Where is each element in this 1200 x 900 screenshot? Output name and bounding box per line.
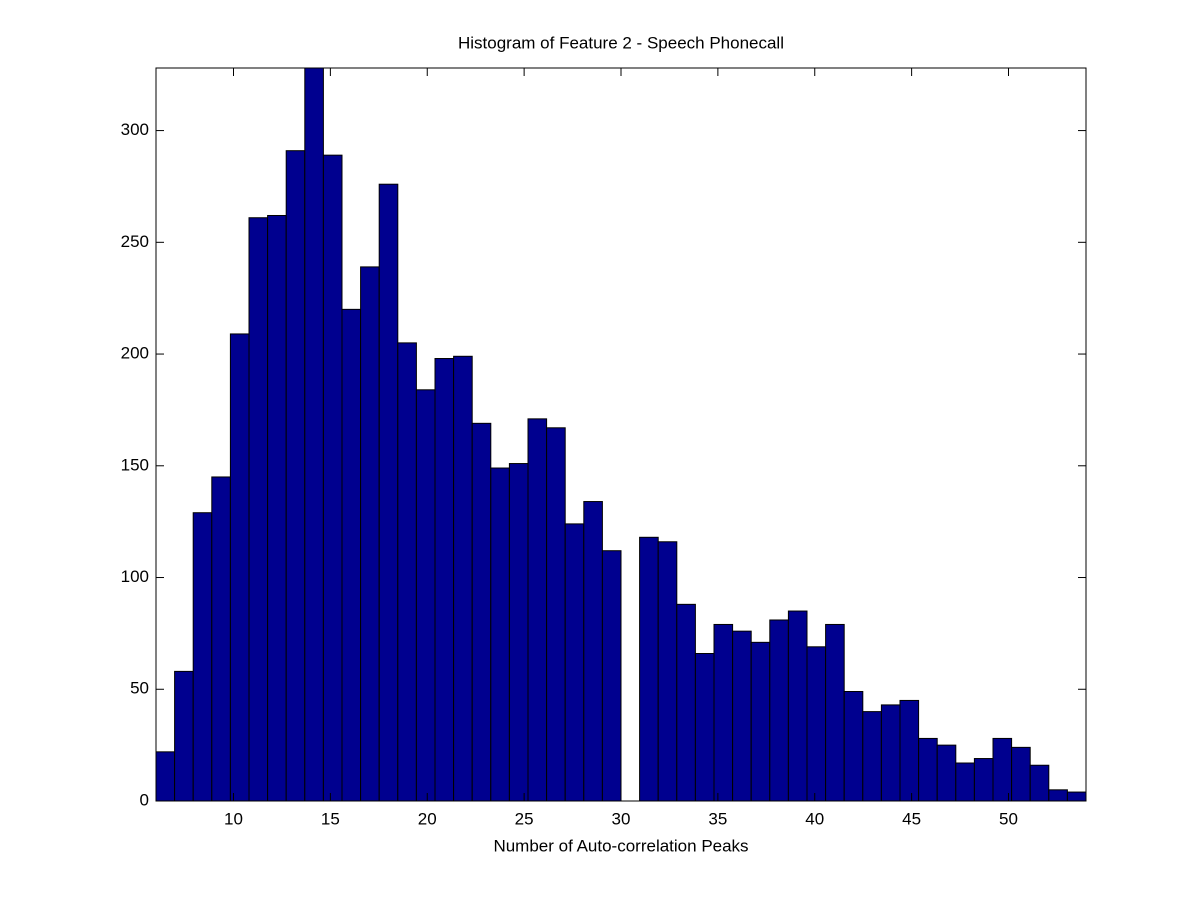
x-tick-label: 15 <box>321 809 340 828</box>
bar <box>1066 791 1086 801</box>
bar <box>397 342 417 801</box>
bar <box>1011 746 1031 801</box>
bar <box>211 476 231 801</box>
x-tick-label: 50 <box>999 809 1018 828</box>
bar <box>657 541 678 801</box>
bar <box>973 758 994 801</box>
y-tick-label: 50 <box>130 679 149 698</box>
bar <box>806 646 827 801</box>
bar <box>341 308 362 801</box>
bar <box>601 550 622 801</box>
bar <box>992 737 1013 801</box>
bar <box>787 610 808 801</box>
bar <box>546 427 566 801</box>
x-axis-label: Number of Auto-correlation Peaks <box>493 836 748 855</box>
bar <box>825 623 845 801</box>
x-tick-label: 40 <box>805 809 824 828</box>
bar <box>583 501 603 801</box>
bar <box>415 389 436 801</box>
bar <box>156 751 176 801</box>
bar <box>1029 764 1050 801</box>
bar <box>527 418 548 801</box>
bars <box>156 68 1086 801</box>
bar <box>378 183 399 801</box>
bar <box>508 463 529 801</box>
bar <box>229 333 250 801</box>
bar <box>471 422 492 801</box>
bar <box>1048 789 1068 801</box>
x-tick-label: 35 <box>708 809 727 828</box>
bar <box>248 217 269 801</box>
bar <box>713 623 734 801</box>
bar <box>192 512 213 801</box>
bar <box>769 619 789 801</box>
bar <box>750 641 771 801</box>
x-tick-label: 25 <box>515 809 534 828</box>
x-tick-label: 45 <box>902 809 921 828</box>
bar <box>360 266 380 801</box>
bar <box>490 467 510 801</box>
bar <box>918 737 938 801</box>
bar <box>267 214 287 801</box>
chart-title: Histogram of Feature 2 - Speech Phonecal… <box>458 33 784 52</box>
y-tick-label: 100 <box>121 567 149 586</box>
bar <box>434 358 455 801</box>
x-tick-label: 30 <box>612 809 631 828</box>
y-tick-label: 300 <box>121 120 149 139</box>
bar <box>676 603 696 801</box>
bar <box>285 150 306 801</box>
bar <box>322 154 343 801</box>
bar <box>862 711 882 801</box>
bar <box>453 355 473 801</box>
bar <box>174 670 194 801</box>
y-tick-label: 0 <box>140 790 149 809</box>
bar <box>732 630 752 801</box>
y-tick-label: 250 <box>121 232 149 251</box>
bar <box>955 762 975 801</box>
bar <box>304 68 324 801</box>
y-tick-label: 200 <box>121 344 149 363</box>
bar <box>843 690 864 801</box>
bar <box>936 744 957 801</box>
bar <box>639 536 659 801</box>
bar <box>899 699 920 801</box>
y-tick-label: 150 <box>121 455 149 474</box>
x-tick-label: 10 <box>224 809 243 828</box>
x-tick-label: 20 <box>418 809 437 828</box>
bar <box>694 653 715 801</box>
bar <box>564 523 585 801</box>
bar <box>880 704 901 801</box>
